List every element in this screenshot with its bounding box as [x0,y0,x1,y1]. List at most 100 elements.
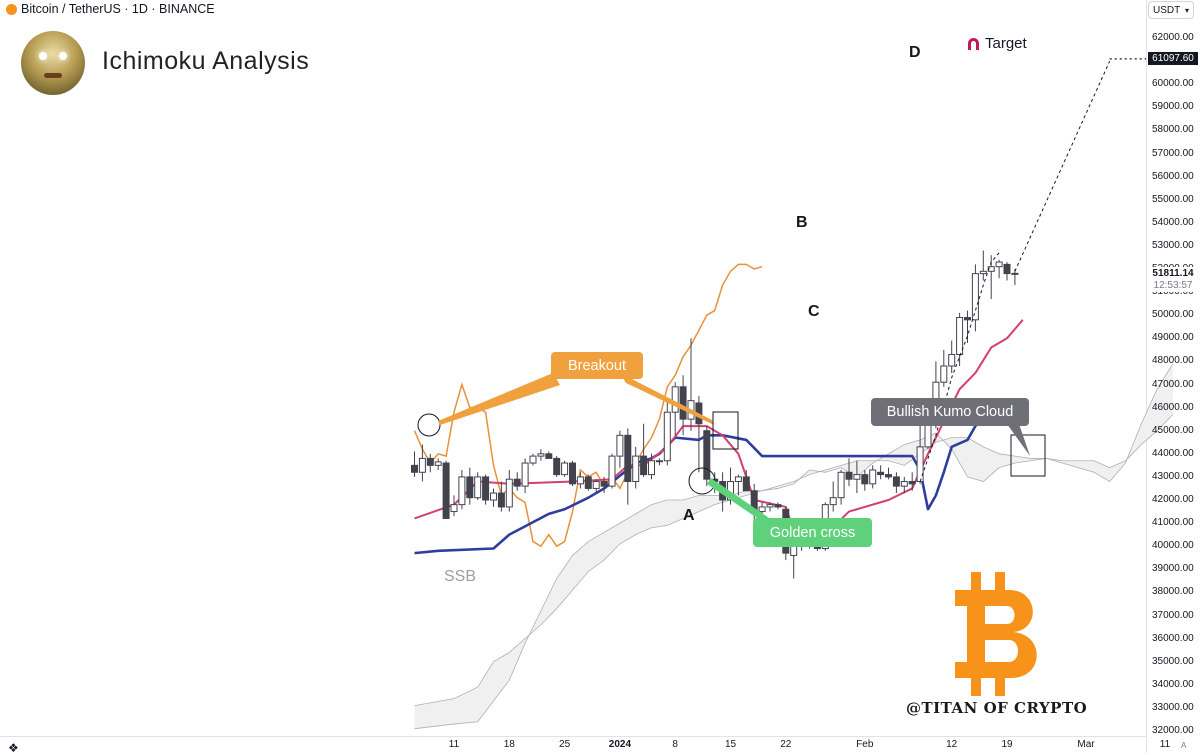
price-tick: 32000.00 [1152,725,1194,736]
projection-cd [1014,60,1111,272]
currency-selector[interactable]: USDT ▾ [1148,1,1194,19]
kumo-box [1010,434,1046,477]
candle [505,469,513,512]
candle-body [679,386,687,420]
price-tick: 45000.00 [1152,424,1194,436]
kumo-callout: Bullish Kumo Cloud [871,398,1029,426]
price-tick: 43000.00 [1152,470,1194,482]
price-tick: 34000.00 [1152,678,1194,690]
target-price-box: 61097.60 [1148,52,1198,65]
ssb-label: SSB [444,568,477,585]
candle [600,476,608,494]
candle [869,465,877,489]
candle [648,453,655,480]
time-tick: 11 [448,739,460,750]
candle-body [774,504,782,508]
kumo-pointer [1007,424,1030,456]
candle [663,400,671,466]
candle [616,430,624,468]
candle [742,469,750,492]
price-tick: 59000.00 [1152,101,1194,113]
candle-body [576,476,584,485]
price-tick: 62000.00 [1152,32,1194,43]
candle [458,469,466,510]
candle-body [861,474,869,485]
price-tick: 47000.00 [1152,378,1194,390]
candle [529,453,537,466]
candle-body [908,481,916,485]
price-tick: 38000.00 [1152,586,1194,598]
candle-body [845,471,853,480]
candle [490,488,497,507]
candle-body [742,476,750,492]
tradingview-logo-icon[interactable]: ❖ [8,741,19,755]
candle-body [948,353,956,367]
candle-body [1011,272,1019,275]
time-tick: 18 [503,739,515,750]
candle [987,255,995,300]
candle-body [442,462,450,519]
candle [1011,269,1019,286]
target-text: Target [985,35,1027,52]
candle [640,423,648,477]
candle-body [608,455,616,487]
point-label-b: B [796,214,808,231]
breakout-pointer-left [438,373,560,425]
candle [624,428,632,505]
candle-body [616,434,624,457]
watermark: @TITAN OF CRYPTO [906,699,1088,717]
chart-title: Ichimoku Analysis [102,47,310,75]
candle [434,458,442,470]
candle-body [592,481,600,489]
candle-body [561,462,569,476]
candle-body [1003,263,1011,275]
candle [545,451,553,459]
senkou-span-a [414,414,1174,706]
price-tick: 39000.00 [1152,563,1194,575]
symbol-header[interactable]: Bitcoin / TetherUS · 1D · BINANCE [6,2,215,16]
price-tick: 55000.00 [1152,193,1194,205]
candle-body [869,469,877,485]
candle [418,444,426,482]
candle [956,312,964,367]
candle-body [663,411,671,462]
auto-scale-toggle[interactable]: A [1181,741,1187,750]
price-tick: 48000.00 [1152,355,1194,367]
candle-body [458,476,466,506]
candle-body [624,434,632,483]
candle-body [916,446,924,483]
candle-body [411,464,418,473]
price-tick: 40000.00 [1152,540,1194,552]
currency-value: USDT [1153,4,1181,16]
projection-ab [919,252,1000,482]
candle [474,472,482,500]
candle-body [632,455,640,483]
candle-body [766,504,774,508]
magnet-icon [968,37,979,50]
candle-body [434,461,442,466]
candle [892,472,900,494]
bitcoin-coin-icon [6,3,17,15]
time-tick: Feb [856,739,874,750]
candle-body [892,476,900,487]
candle [995,259,1003,279]
price-tick: 46000.00 [1152,401,1194,413]
candle [450,495,458,517]
breakout-box [712,411,739,450]
candle-body [584,476,592,489]
time-tick: 22 [780,739,792,750]
candle [411,451,418,477]
candle-body [837,471,845,499]
candle [426,453,434,473]
candle-body [545,453,553,459]
price-tick: 35000.00 [1152,655,1194,667]
candle [900,476,908,494]
price-tick: 58000.00 [1152,124,1194,136]
price-tick: 50000.00 [1152,309,1194,321]
candle-body [964,317,971,321]
price-tick: 33000.00 [1152,701,1194,713]
candle [561,460,569,477]
candle [632,446,640,489]
price-tick: 53000.00 [1152,239,1194,251]
